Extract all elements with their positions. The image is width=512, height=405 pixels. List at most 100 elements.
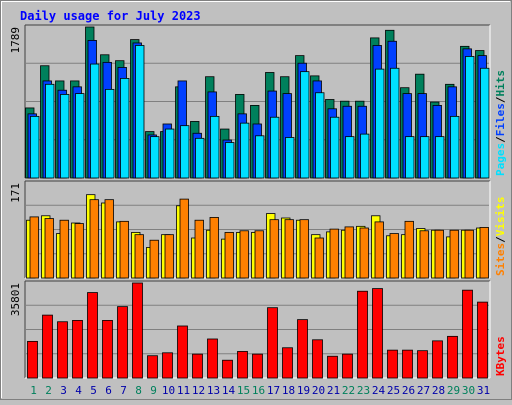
x-tick-label: 29	[447, 384, 460, 397]
x-tick-label: 20	[312, 384, 325, 397]
bar-kbytes	[117, 306, 128, 379]
x-tick-label: 14	[222, 384, 236, 397]
bar-sites	[59, 219, 69, 279]
bar-kbytes	[462, 289, 473, 379]
bar-pages	[75, 93, 85, 179]
x-tick-label: 11	[177, 384, 190, 397]
bar-sites	[299, 219, 309, 279]
bar-pages	[225, 142, 235, 179]
bar-sites	[329, 228, 339, 279]
x-tick-label: 24	[372, 384, 386, 397]
bar-pages	[330, 116, 340, 179]
legend-item: Visits	[494, 197, 507, 237]
x-tick-label: 31	[477, 384, 490, 397]
bar-pages	[345, 136, 355, 179]
bar-kbytes	[177, 325, 188, 379]
bar-kbytes	[327, 355, 338, 379]
bar-kbytes	[402, 349, 413, 379]
bar-pages	[420, 136, 430, 179]
x-tick-label: 22	[342, 384, 355, 397]
bar-sites	[104, 199, 114, 279]
bar-pages	[180, 125, 190, 179]
legend-separator: /	[494, 96, 507, 103]
bar-sites	[374, 221, 384, 279]
x-tick-label: 21	[327, 384, 340, 397]
x-tick-label: 25	[387, 384, 400, 397]
bar-sites	[164, 234, 174, 279]
bar-sites	[314, 237, 324, 279]
bar-sites	[419, 230, 429, 279]
bar-sites	[209, 217, 219, 279]
bar-kbytes	[132, 282, 143, 379]
bar-kbytes	[237, 351, 248, 379]
bar-pages	[105, 88, 115, 179]
bar-sites	[284, 219, 294, 279]
bar-pages	[435, 136, 445, 179]
legend-item: Pages	[494, 143, 507, 176]
bar-kbytes	[27, 340, 38, 379]
x-tick-label: 3	[60, 384, 67, 397]
legend-separator: /	[494, 236, 507, 243]
legend-item: Sites	[494, 243, 507, 276]
y-max-label: 1789	[9, 27, 22, 54]
bar-kbytes	[372, 288, 383, 379]
bar-sites	[404, 220, 414, 279]
legend: KBytes	[494, 336, 507, 376]
bar-kbytes	[207, 338, 218, 379]
bar-pages	[465, 56, 475, 179]
bar-sites	[74, 223, 84, 279]
x-tick-label: 23	[357, 384, 370, 397]
bar-sites	[449, 229, 459, 279]
legend-item: KBytes	[494, 336, 507, 376]
bar-sites	[464, 229, 474, 279]
bar-kbytes	[312, 339, 323, 379]
bar-kbytes	[42, 314, 53, 379]
x-tick-label: 17	[267, 384, 280, 397]
x-tick-label: 9	[150, 384, 157, 397]
bar-kbytes	[267, 307, 278, 379]
bar-sites	[389, 233, 399, 279]
bar-pages	[60, 94, 70, 179]
x-tick-label: 10	[162, 384, 175, 397]
bar-kbytes	[222, 359, 233, 379]
bar-kbytes	[147, 355, 158, 379]
x-tick-label: 7	[120, 384, 127, 397]
bar-kbytes	[432, 340, 443, 379]
bar-sites	[479, 227, 489, 279]
legend: Pages/Files/Hits	[494, 70, 507, 176]
x-tick-label: 26	[402, 384, 415, 397]
bar-sites	[119, 220, 129, 279]
bar-pages	[240, 122, 250, 179]
bar-pages	[300, 71, 310, 179]
bar-sites	[29, 216, 39, 279]
bar-pages	[375, 68, 385, 179]
x-tick-label: 28	[432, 384, 445, 397]
bar-sites	[344, 226, 354, 279]
x-tick-label: 13	[207, 384, 220, 397]
x-tick-label: 19	[297, 384, 310, 397]
bar-kbytes	[477, 301, 488, 379]
bar-kbytes	[102, 320, 113, 379]
x-tick-label: 16	[252, 384, 265, 397]
bar-sites	[254, 230, 264, 279]
bar-kbytes	[72, 320, 83, 379]
x-tick-label: 12	[192, 384, 205, 397]
bar-sites	[89, 199, 99, 279]
legend-item: Hits	[494, 70, 507, 97]
x-tick-label: 27	[417, 384, 430, 397]
bar-kbytes	[87, 292, 98, 379]
bar-kbytes	[387, 349, 398, 379]
bar-pages	[195, 137, 205, 179]
bar-sites	[179, 198, 189, 279]
bar-kbytes	[57, 321, 68, 379]
bar-sites	[194, 219, 204, 279]
x-tick-label: 2	[45, 384, 52, 397]
legend-item: Files	[494, 103, 507, 136]
bar-pages	[405, 136, 415, 179]
y-max-label: 35801	[9, 283, 22, 316]
bar-sites	[359, 227, 369, 279]
bar-kbytes	[162, 352, 173, 379]
x-tick-label: 6	[105, 384, 112, 397]
